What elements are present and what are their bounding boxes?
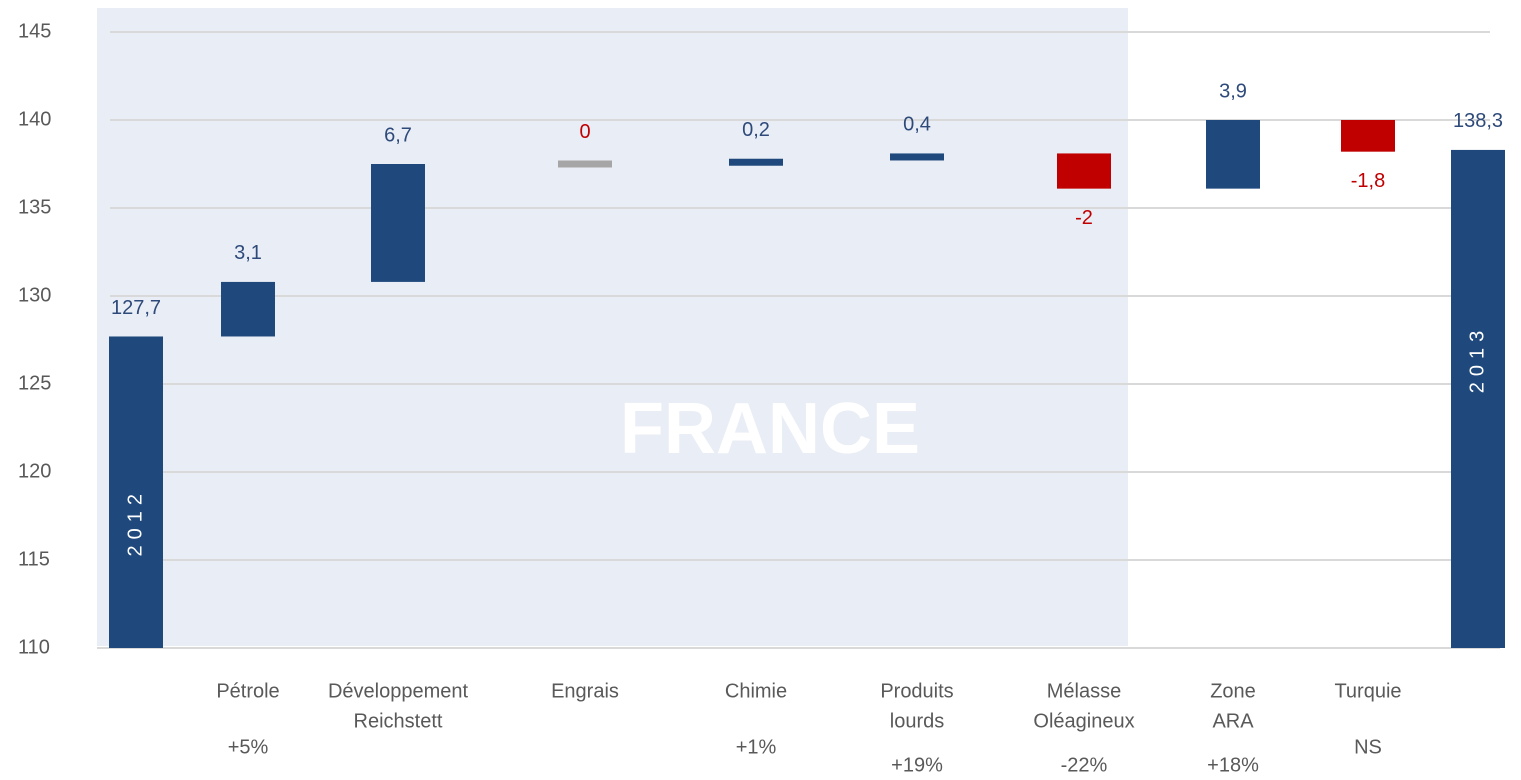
y-tick-label: 145 (18, 20, 51, 42)
change-label: NS (1354, 736, 1382, 758)
value-label: 0,2 (742, 119, 770, 141)
x-tick-label: Zone (1210, 680, 1256, 702)
bar-label: 2013 (1466, 325, 1488, 394)
change-label: -22% (1061, 754, 1108, 776)
bar (1206, 120, 1260, 189)
bar (1341, 120, 1395, 152)
region-label: FRANCE (620, 389, 920, 469)
bar (221, 281, 275, 337)
x-tick-label: lourds (890, 710, 944, 732)
bar (558, 160, 612, 168)
y-tick-label: 130 (18, 284, 51, 306)
x-tick-label: Chimie (725, 680, 787, 702)
change-label: +5% (228, 736, 269, 758)
change-label: +1% (736, 736, 777, 758)
bar (890, 153, 944, 161)
bar (1057, 153, 1111, 189)
y-tick-label: 115 (18, 548, 50, 570)
x-tick-label: ARA (1212, 710, 1254, 732)
x-tick-label: Oléagineux (1033, 710, 1134, 732)
x-tick-label: Pétrole (216, 680, 279, 702)
value-label: -2 (1075, 207, 1093, 229)
x-tick-label: Développement (328, 680, 469, 702)
x-tick-label: Mélasse (1047, 680, 1121, 702)
change-label: +18% (1207, 754, 1259, 776)
y-tick-label: 135 (18, 196, 51, 218)
value-label: 3,9 (1219, 80, 1247, 102)
bar (371, 164, 425, 282)
bar (729, 158, 783, 166)
x-tick-label: Produits (880, 680, 953, 702)
x-tick-label: Engrais (551, 680, 619, 702)
value-label: -1,8 (1351, 170, 1385, 192)
value-label: 6,7 (384, 124, 412, 146)
bar (1451, 149, 1505, 649)
value-label: 0 (579, 121, 590, 143)
bar-label: 2012 (124, 488, 146, 557)
value-label: 127,7 (111, 297, 161, 319)
value-label: 0,4 (903, 114, 931, 136)
y-tick-label: 110 (18, 636, 50, 658)
bar (109, 336, 163, 648)
value-label: 3,1 (234, 242, 262, 264)
y-tick-label: 140 (18, 108, 51, 130)
change-label: +19% (891, 754, 943, 776)
x-tick-label: Reichstett (354, 710, 443, 732)
value-label: 138,3 (1453, 110, 1503, 132)
x-tick-label: Turquie (1334, 680, 1401, 702)
y-tick-label: 120 (18, 460, 51, 482)
y-tick-label: 125 (18, 372, 51, 394)
